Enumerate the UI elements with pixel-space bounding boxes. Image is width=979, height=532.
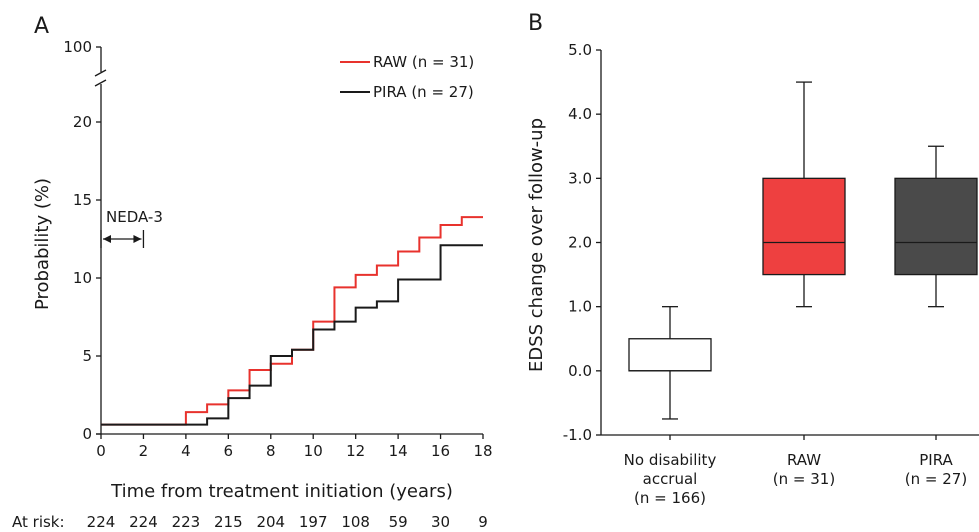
y-tick-label: 5 <box>82 347 92 365</box>
x-axis-title: Time from treatment initiation (years) <box>110 481 453 502</box>
axis-break-mark <box>94 69 107 77</box>
x-tick-label: 12 <box>346 442 365 460</box>
category-label: No disability <box>624 451 717 469</box>
category-label: RAW <box>787 451 821 469</box>
category-label: (n = 166) <box>634 489 706 507</box>
at-risk-label: At risk: <box>12 513 65 531</box>
panel-label-a: A <box>34 14 49 39</box>
y-axis-title: EDSS change over follow-up <box>526 118 547 372</box>
category-label: accrual <box>643 470 698 488</box>
at-risk-value: 224 <box>129 513 158 531</box>
y-tick-label: 10 <box>73 269 92 287</box>
y-tick-label: 2.0 <box>568 234 592 252</box>
category-label: (n = 31) <box>773 470 835 488</box>
y-tick-label: 0 <box>82 425 92 443</box>
survival-chart: 100 0 5 10 15 20 0 2 4 6 8 10 12 14 16 18 Time from trea… <box>12 38 493 531</box>
category-label: (n = 27) <box>905 470 967 488</box>
at-risk-value: 197 <box>299 513 328 531</box>
at-risk-value: 204 <box>256 513 285 531</box>
legend-label: PIRA (n = 27) <box>373 83 474 101</box>
x-tick-label: 8 <box>266 442 276 460</box>
box-1 <box>762 177 846 276</box>
y-tick-label: 15 <box>73 191 92 209</box>
box-0 <box>628 338 712 372</box>
y-tick-label: 20 <box>73 113 92 131</box>
legend-label: RAW (n = 31) <box>373 53 474 71</box>
at-risk-value: 30 <box>431 513 450 531</box>
at-risk-value: 215 <box>214 513 243 531</box>
category-label: PIRA <box>919 451 953 469</box>
y-tick-label: 1.0 <box>568 298 592 316</box>
box-2 <box>894 177 978 276</box>
x-tick-label: 18 <box>473 442 492 460</box>
at-risk-value: 9 <box>478 513 488 531</box>
at-risk-value: 59 <box>389 513 408 531</box>
y-tick-label: 0.0 <box>568 362 592 380</box>
arrow-head <box>103 235 111 243</box>
annotation-label: NEDA-3 <box>106 208 163 226</box>
x-tick-label: 4 <box>181 442 191 460</box>
y-tick-label: -1.0 <box>563 426 592 444</box>
y-tick-label: 100 <box>63 38 92 56</box>
arrow-head <box>133 235 142 243</box>
y-tick-label: 3.0 <box>568 169 592 187</box>
box-plot-chart: -1.0 0.0 1.0 2.0 3.0 4.0 5.0 EDSS change over f… <box>526 41 979 507</box>
y-axis-title: Probability (%) <box>32 178 53 310</box>
panel-label-b: B <box>528 11 543 36</box>
at-risk-value: 223 <box>172 513 201 531</box>
y-tick-label: 4.0 <box>568 105 592 123</box>
x-tick-label: 10 <box>304 442 323 460</box>
x-tick-label: 14 <box>389 442 408 460</box>
y-tick-label: 5.0 <box>568 41 592 59</box>
x-tick-label: 2 <box>139 442 149 460</box>
x-tick-label: 6 <box>224 442 234 460</box>
series-line-pira <box>101 244 483 426</box>
at-risk-value: 224 <box>87 513 116 531</box>
at-risk-value: 108 <box>341 513 370 531</box>
x-tick-label: 0 <box>96 442 106 460</box>
axis-break-mark <box>94 79 107 87</box>
x-tick-label: 16 <box>431 442 450 460</box>
series-line-raw <box>101 216 483 426</box>
